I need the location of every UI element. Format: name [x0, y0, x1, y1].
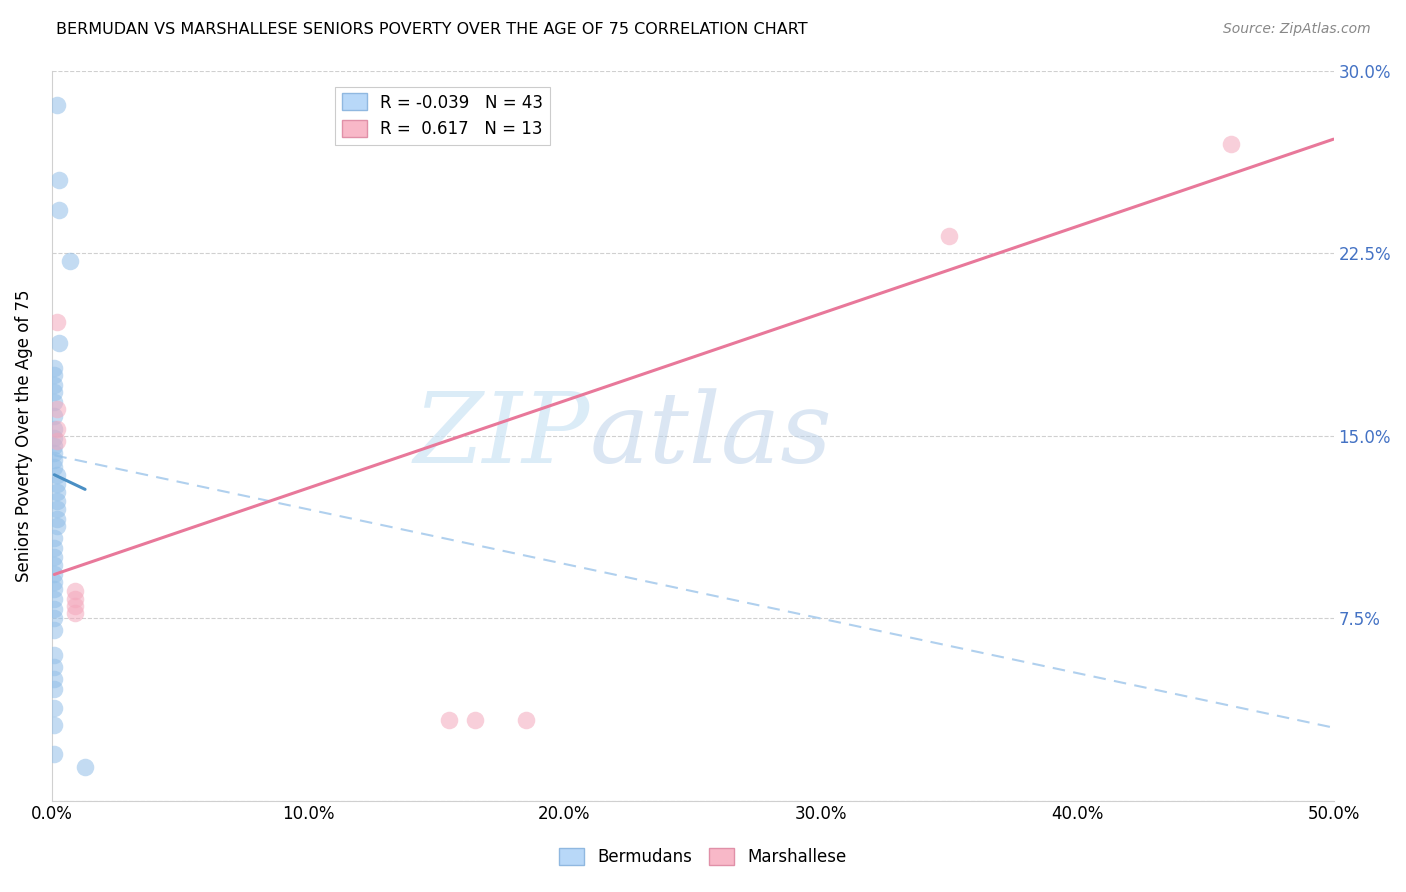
Point	[45, 421, 67, 435]
Point	[44, 558, 66, 572]
Point	[45, 518, 67, 533]
Point	[464, 714, 486, 728]
Point	[44, 718, 66, 732]
Text: atlas: atlas	[591, 388, 832, 483]
Point	[44, 409, 66, 424]
Point	[63, 599, 86, 613]
Point	[515, 714, 537, 728]
Point	[45, 501, 67, 516]
Point	[45, 494, 67, 508]
Point	[63, 607, 86, 621]
Point	[44, 648, 66, 662]
Point	[45, 511, 67, 525]
Point	[44, 672, 66, 686]
Legend: Bermudans, Marshallese: Bermudans, Marshallese	[553, 841, 853, 873]
Text: ZIP: ZIP	[413, 388, 591, 483]
Legend: R = -0.039   N = 43, R =  0.617   N = 13: R = -0.039 N = 43, R = 0.617 N = 13	[336, 87, 550, 145]
Point	[59, 253, 82, 268]
Point	[45, 434, 67, 448]
Point	[44, 541, 66, 555]
Point	[44, 611, 66, 625]
Point	[45, 484, 67, 499]
Text: BERMUDAN VS MARSHALLESE SENIORS POVERTY OVER THE AGE OF 75 CORRELATION CHART: BERMUDAN VS MARSHALLESE SENIORS POVERTY …	[56, 22, 808, 37]
Point	[938, 229, 960, 244]
Point	[44, 591, 66, 606]
Point	[63, 591, 86, 606]
Point	[44, 453, 66, 467]
Point	[1220, 136, 1243, 151]
Point	[44, 681, 66, 696]
Point	[45, 477, 67, 491]
Point	[44, 582, 66, 596]
Point	[44, 377, 66, 392]
Point	[44, 421, 66, 435]
Point	[45, 467, 67, 482]
Point	[48, 173, 70, 187]
Point	[44, 550, 66, 565]
Point	[44, 360, 66, 375]
Point	[44, 446, 66, 460]
Y-axis label: Seniors Poverty Over the Age of 75: Seniors Poverty Over the Age of 75	[15, 290, 32, 582]
Point	[44, 747, 66, 762]
Point	[44, 567, 66, 582]
Point	[75, 759, 97, 773]
Point	[44, 574, 66, 589]
Point	[44, 431, 66, 445]
Point	[48, 336, 70, 351]
Point	[48, 202, 70, 217]
Text: Source: ZipAtlas.com: Source: ZipAtlas.com	[1223, 22, 1371, 37]
Point	[44, 439, 66, 453]
Point	[45, 314, 67, 328]
Point	[44, 460, 66, 475]
Point	[45, 402, 67, 417]
Point	[44, 624, 66, 638]
Point	[44, 660, 66, 674]
Point	[63, 584, 86, 599]
Point	[44, 394, 66, 409]
Point	[44, 601, 66, 615]
Point	[45, 98, 67, 112]
Point	[437, 714, 460, 728]
Point	[44, 368, 66, 382]
Point	[44, 531, 66, 545]
Point	[44, 385, 66, 400]
Point	[44, 701, 66, 715]
